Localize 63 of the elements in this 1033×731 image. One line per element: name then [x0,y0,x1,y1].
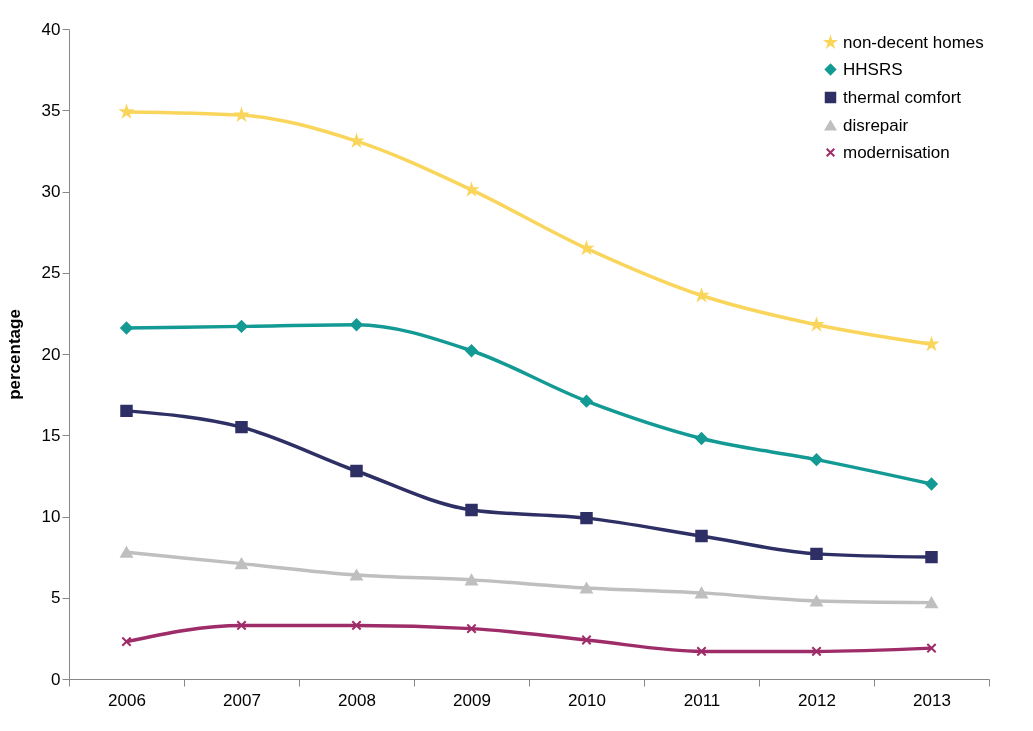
x-tick-label: 2009 [453,690,491,710]
point [464,181,480,197]
point [350,569,363,581]
x-tick-label: 2011 [683,690,721,710]
point [350,132,365,148]
legend-label: modernisation [843,142,950,162]
point [235,320,248,333]
y-tick-label: 40 [41,19,61,39]
point [923,336,940,351]
y-tick-label: 30 [41,182,61,201]
point [925,477,938,491]
point [580,394,593,408]
point [925,550,938,564]
legend-label: disrepair [843,115,909,135]
point [120,546,133,558]
point [580,511,593,525]
point [580,582,593,594]
point [695,587,708,599]
point [580,240,595,255]
point [465,344,478,357]
x-tick-label: 2010 [568,690,606,710]
y-tick-label: 0 [51,669,61,689]
point [120,321,133,335]
point [236,620,247,631]
x-tick-label: 2006 [108,690,146,710]
point [351,620,362,631]
point [120,404,133,418]
x-tick-label: 2007 [223,690,261,710]
x-tick-label: 2012 [798,690,836,710]
point [350,318,363,331]
point [465,503,478,517]
y-tick-label: 15 [41,425,61,445]
point [235,558,248,570]
point [810,316,825,332]
point [810,595,823,607]
legend-label: HHSRS [843,59,903,79]
y-tick-label: 25 [41,263,61,283]
point [695,432,708,445]
point [235,420,248,434]
point [350,464,363,478]
point [925,597,938,609]
x-tick-label: 2013 [913,690,951,710]
point [695,287,710,303]
y-axis-title: percentage [4,309,24,400]
point [118,103,135,119]
point [926,642,937,654]
y-tick-label: 10 [41,507,61,526]
y-tick-label: 5 [51,588,61,608]
legend-label: thermal comfort [843,87,962,107]
point [696,646,707,657]
point [581,634,592,646]
point [810,453,823,466]
point [810,547,823,561]
point [811,646,822,657]
point [465,574,478,586]
x-tick-label: 2008 [338,690,376,710]
point [695,529,708,543]
point [233,106,250,122]
y-tick-label: 20 [41,344,61,364]
point [466,623,477,634]
legend-label: non-decent homes [843,32,984,52]
y-tick-label: 35 [41,100,61,120]
point [121,636,132,647]
